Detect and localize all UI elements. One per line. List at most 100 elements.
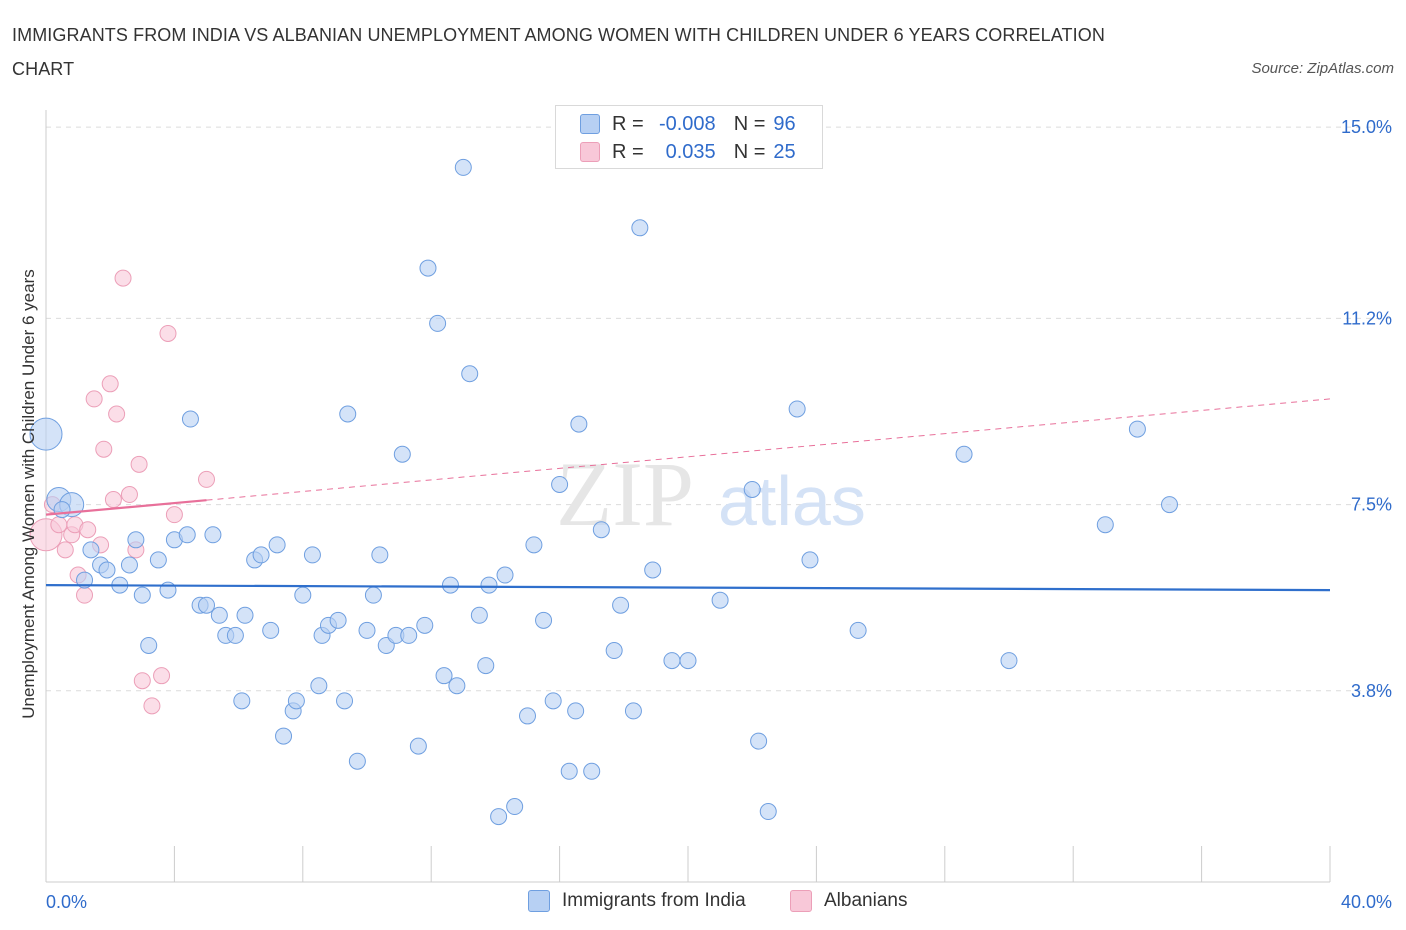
india-point: [631, 219, 649, 237]
india-point: [140, 636, 158, 654]
india-point: [358, 621, 376, 639]
india-point: [480, 576, 498, 594]
india-point: [429, 314, 447, 332]
y-tick-label: 15.0%: [1341, 117, 1392, 137]
india-point: [178, 526, 196, 544]
watermark: ZIP atlas: [556, 443, 866, 545]
india-point: [400, 626, 418, 644]
n-label: N =: [733, 140, 766, 163]
india-point: [567, 702, 585, 720]
india-point: [454, 158, 472, 176]
india-point: [310, 677, 328, 695]
albanians-trend-line: [45, 499, 207, 516]
x-tick-label: 0.0%: [46, 892, 87, 912]
india-point: [525, 536, 543, 554]
stats-legend: R = -0.008 N = 96 R = 0.035 N = 25: [555, 105, 823, 169]
n-value-albanians: 25: [773, 140, 796, 163]
india-point: [448, 677, 466, 695]
india-point: [496, 566, 514, 584]
albanians-point: [114, 269, 132, 287]
india-point: [1161, 496, 1178, 514]
series-label-albanians: Albanians: [824, 890, 908, 911]
india-point: [519, 707, 536, 725]
india-point: [348, 752, 366, 770]
india-point: [127, 531, 145, 549]
bottom-legend-albanians[interactable]: Albanians: [790, 888, 907, 914]
india-point: [204, 526, 222, 544]
y-tick-label: 3.8%: [1351, 681, 1392, 701]
india-point: [419, 259, 437, 277]
india-point: [149, 551, 167, 569]
india-point: [801, 551, 819, 569]
india-point: [120, 556, 138, 574]
n-label: N =: [733, 112, 766, 135]
albanians-point: [143, 697, 161, 715]
india-point: [624, 702, 642, 720]
albanians-point: [198, 470, 215, 488]
india-point: [82, 541, 100, 559]
albanians-point: [85, 390, 103, 408]
albanians-point: [76, 586, 94, 604]
bottom-legend-india[interactable]: Immigrants from India: [528, 888, 746, 914]
india-point: [1096, 516, 1114, 534]
india-point: [76, 571, 94, 589]
albanians-point: [120, 486, 138, 504]
india-point: [371, 546, 389, 564]
legend-row-albanians: R = 0.035 N = 25: [580, 140, 796, 164]
albanians-point: [133, 672, 151, 690]
tick-labels: 3.8% 7.5% 11.2% 15.0% 0.0% 40.0%: [46, 117, 1392, 912]
india-point: [711, 591, 729, 609]
india-point: [788, 400, 806, 418]
india-point: [441, 576, 459, 594]
india-point: [53, 501, 71, 519]
r-label: R =: [612, 140, 644, 163]
india-point: [181, 410, 199, 428]
india-point: [435, 667, 453, 685]
y-axis-label: Unemployment Among Women with Children U…: [19, 269, 38, 718]
india-point: [750, 732, 768, 750]
legend-swatch-albanians: [580, 142, 600, 162]
india-point: [955, 445, 973, 463]
india-point: [133, 586, 151, 604]
india-point: [303, 546, 321, 564]
india-point: [461, 365, 479, 383]
r-value-albanians: 0.035: [665, 140, 716, 163]
india-point: [1128, 420, 1146, 438]
albanians-point: [108, 405, 126, 423]
india-point: [364, 586, 382, 604]
y-tick-label: 11.2%: [1342, 308, 1392, 328]
india-point: [416, 616, 434, 634]
chart-title: IMMIGRANTS FROM INDIA VS ALBANIAN UNEMPL…: [12, 25, 1105, 79]
india-point: [339, 405, 357, 423]
trend-lines: [45, 398, 1331, 592]
albanians-point: [165, 506, 183, 524]
india-point: [275, 727, 293, 745]
series-swatch-albanians: [790, 890, 812, 912]
india-point: [490, 808, 508, 826]
albanians-point: [153, 667, 171, 685]
india-point: [287, 692, 305, 710]
india-point: [759, 803, 777, 821]
albanians-point: [159, 324, 177, 342]
y-tick-label: 7.5%: [1351, 495, 1392, 515]
data-points: [29, 158, 1178, 826]
india-point: [583, 762, 601, 780]
axes: [45, 110, 1331, 883]
india-trend-line: [45, 583, 1331, 592]
india-point: [612, 596, 630, 614]
albanians-trend-line-projected: [206, 398, 1331, 501]
india-point: [470, 606, 488, 624]
india-point: [535, 611, 553, 629]
india-point: [663, 652, 681, 670]
india-point: [262, 621, 280, 639]
n-value-india: 96: [773, 112, 796, 135]
india-point: [644, 561, 662, 579]
india-point: [198, 596, 215, 614]
india-point: [233, 692, 251, 710]
india-point: [226, 626, 244, 644]
india-point: [268, 536, 286, 554]
india-point: [570, 415, 588, 433]
india-point: [329, 611, 347, 629]
watermark-atlas: atlas: [718, 462, 866, 540]
albanians-point: [130, 455, 148, 473]
